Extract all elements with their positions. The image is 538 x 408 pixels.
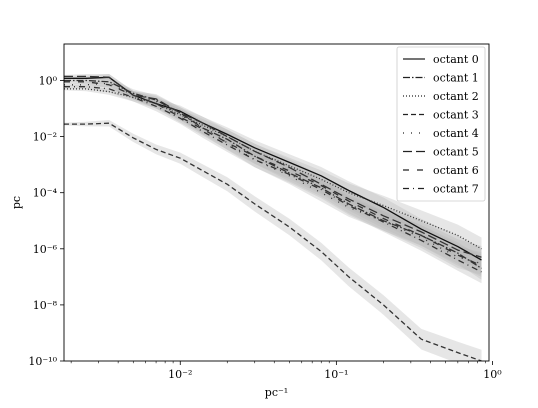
band-octant-3 bbox=[64, 120, 482, 361]
series-line-octant-3 bbox=[64, 122, 482, 361]
series-line-octant-6 bbox=[64, 81, 482, 267]
series-line-octant-1 bbox=[64, 79, 482, 269]
y-tick-label: 10⁻² bbox=[33, 131, 57, 144]
series-line-octant-5 bbox=[64, 75, 482, 258]
y-tick-label: 10⁰ bbox=[39, 74, 58, 87]
x-axis-label: pc⁻¹ bbox=[265, 386, 288, 399]
y-tick-label: 10⁻⁸ bbox=[33, 299, 58, 312]
legend: octant 0 octant 1 octant 2 octant 3 octant 4… bbox=[396, 46, 486, 202]
legend-label-octant-6: octant 6 bbox=[433, 164, 479, 177]
band-octant-4 bbox=[64, 80, 482, 275]
legend-label-octant-4: octant 4 bbox=[433, 127, 479, 140]
legend-label-octant-5: octant 5 bbox=[433, 146, 479, 159]
legend-label-octant-2: octant 2 bbox=[433, 90, 479, 103]
x-tick-label: 10⁻¹ bbox=[324, 368, 348, 381]
y-tick-label: 10⁻⁴ bbox=[33, 187, 58, 200]
x-tick-label: 10⁰ bbox=[483, 368, 502, 381]
legend-label-octant-0: octant 0 bbox=[433, 53, 479, 66]
y-tick-label: 10⁻⁶ bbox=[33, 243, 58, 256]
x-tick-label: 10⁻² bbox=[168, 368, 192, 381]
axis-ticks: 10⁻² 10⁻¹ 10⁰ 10⁰ 10⁻² 10⁻⁴ 10⁻⁶ 10⁻⁸ 10⁻¹⁰ bbox=[28, 74, 502, 381]
y-tick-label: 10⁻¹⁰ bbox=[28, 355, 57, 368]
legend-box bbox=[396, 46, 486, 202]
y-axis-label: pc bbox=[10, 196, 23, 209]
series-line-octant-2 bbox=[64, 88, 482, 250]
legend-label-octant-1: octant 1 bbox=[433, 72, 479, 85]
legend-label-octant-3: octant 3 bbox=[433, 109, 479, 122]
plot-frame bbox=[63, 43, 490, 362]
series-lines bbox=[64, 75, 482, 361]
uncertainty-bands bbox=[64, 74, 482, 361]
band-octant-5 bbox=[64, 74, 482, 269]
legend-label-octant-7: octant 7 bbox=[433, 183, 479, 196]
